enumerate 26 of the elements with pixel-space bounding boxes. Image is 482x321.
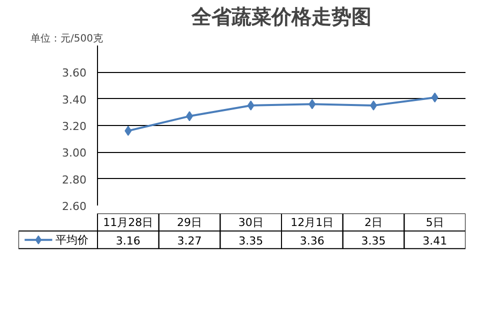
y-tick-label: 2.60 bbox=[62, 200, 87, 213]
y-tick-label: 3.60 bbox=[62, 66, 87, 80]
x-tick-label: 12月1日 bbox=[290, 216, 334, 229]
data-label: 3.27 bbox=[177, 234, 202, 248]
data-label: 3.35 bbox=[238, 234, 264, 248]
y-axis-title: 单位：元/500克 bbox=[30, 32, 103, 44]
y-tick-label: 3.20 bbox=[62, 120, 87, 133]
data-label: 3.36 bbox=[300, 234, 324, 248]
legend-label: 平均价 bbox=[55, 233, 88, 246]
x-tick-label: 29日 bbox=[177, 216, 202, 229]
point bbox=[308, 99, 316, 110]
x-tick-label: 11月28日 bbox=[103, 216, 154, 229]
point bbox=[124, 126, 132, 136]
y-tick-label: 2.80 bbox=[62, 173, 87, 186]
point bbox=[247, 100, 254, 110]
y-tick-label: 3.40 bbox=[62, 93, 87, 106]
chart-title: 全省蔬菜价格走势图 bbox=[190, 4, 372, 28]
x-tick-label: 2日 bbox=[364, 216, 382, 229]
y-tick-label: 3.00 bbox=[62, 146, 87, 160]
x-tick-label: 5日 bbox=[426, 216, 444, 229]
data-label: 3.41 bbox=[422, 234, 448, 248]
data-label: 3.16 bbox=[116, 234, 140, 248]
x-tick-label: 30日 bbox=[238, 216, 264, 229]
data-label: 3.35 bbox=[361, 234, 386, 248]
point bbox=[370, 100, 377, 110]
point bbox=[431, 92, 438, 102]
